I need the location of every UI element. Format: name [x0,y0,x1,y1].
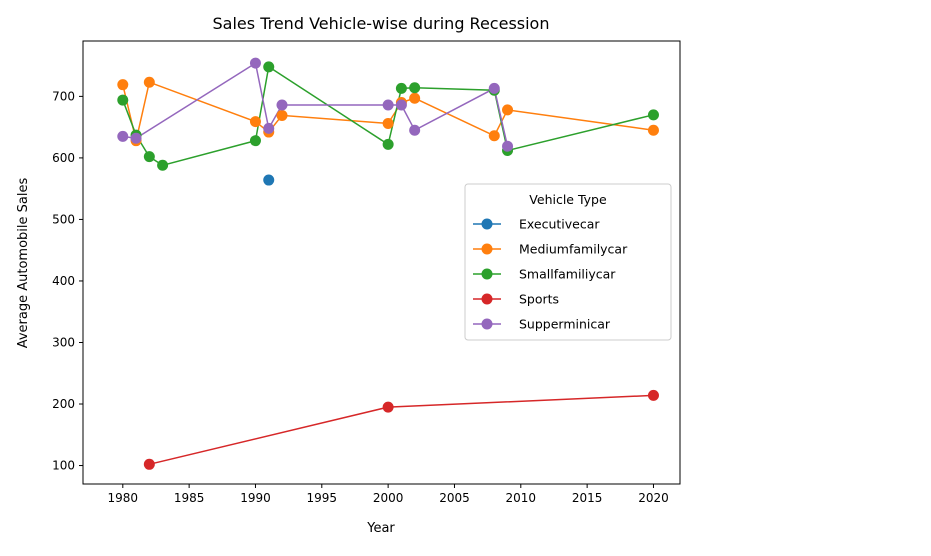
y-tick-label: 400 [52,274,75,288]
data-point-smallfamiliycar [395,82,407,94]
legend-item-executivecar: Executivecar [473,217,600,232]
legend-marker [481,318,493,330]
data-point-supperminicar [263,122,275,134]
chart-title: Sales Trend Vehicle-wise during Recessio… [213,14,550,33]
data-point-supperminicar [409,124,421,136]
data-point-supperminicar [395,99,407,111]
data-point-supperminicar [276,99,288,111]
data-point-mediumfamilycar [382,117,394,129]
legend-marker [481,293,493,305]
data-point-supperminicar [130,132,142,144]
y-tick-label: 600 [52,151,75,165]
data-point-mediumfamilycar [647,124,659,136]
legend-box [464,183,672,341]
legend-label: Smallfamiliycar [519,267,616,282]
legend-items: Executivecar Mediumfamilycar Smallfamiliyc… [473,217,628,332]
y-axis-label: Average Automobile Sales [16,178,31,349]
plot-markers [117,57,659,470]
legend-marker [481,218,493,230]
y-tick-label: 100 [52,459,75,473]
data-point-sports [143,458,155,470]
y-tick-label: 500 [52,212,75,226]
data-point-mediumfamilycar [276,109,288,121]
data-point-sports [647,389,659,401]
x-tick-label: 2005 [439,491,470,505]
data-point-smallfamiliycar [249,135,261,147]
data-point-supperminicar [249,57,261,69]
series-line-smallfamiliycar [122,65,654,167]
series-line-sports [149,394,654,466]
data-point-supperminicar [117,130,129,142]
data-point-mediumfamilycar [117,79,129,91]
y-tick-label: 200 [52,397,75,411]
data-point-smallfamiliycar [143,151,155,163]
series-line-supperminicar [122,61,509,147]
x-tick-label: 2000 [373,491,404,505]
data-point-smallfamiliycar [157,159,169,171]
data-point-mediumfamilycar [502,104,514,116]
x-tick-label: 1985 [174,491,205,505]
legend-title: Vehicle Type [529,192,607,207]
data-point-smallfamiliycar [647,109,659,121]
data-point-smallfamiliycar [409,82,421,94]
x-tick-label: 2015 [572,491,603,505]
data-point-mediumfamilycar [488,130,500,142]
series-line-mediumfamilycar [122,81,654,141]
legend-item-sports: Sports [473,292,559,307]
data-point-smallfamiliycar [382,138,394,150]
data-point-smallfamiliycar [263,61,275,73]
x-tick-label: 1990 [240,491,271,505]
legend-item-mediumfamilycar: Mediumfamilycar [473,242,628,257]
legend-label: Executivecar [519,217,600,232]
x-tick-label: 1980 [108,491,139,505]
x-tick-label: 2020 [638,491,669,505]
data-point-supperminicar [382,99,394,111]
x-axis: 1980 1985 1990 1995 2000 2005 2010 2015 2020 [108,484,669,505]
data-point-executivecar [263,174,275,186]
data-point-supperminicar [488,82,500,94]
legend-item-smallfamiliycar: Smallfamiliycar [473,267,616,282]
data-point-mediumfamilycar [409,92,421,104]
data-point-mediumfamilycar [249,116,261,128]
legend-label: Supperminicar [519,317,611,332]
legend: Vehicle Type Executivecar Mediumfamilycar… [464,183,672,341]
legend-marker [481,243,493,255]
x-axis-label: Year [366,521,395,536]
y-tick-label: 300 [52,335,75,349]
data-point-smallfamiliycar [117,94,129,106]
legend-marker [481,268,493,280]
data-point-sports [382,401,394,413]
legend-label: Mediumfamilycar [519,242,628,257]
plot-frame [82,40,681,485]
y-axis: 100 200 300 400 500 600 700 [52,89,83,473]
data-point-supperminicar [502,140,514,152]
x-tick-label: 1995 [307,491,338,505]
y-tick-label: 700 [52,89,75,103]
data-point-mediumfamilycar [143,76,155,88]
legend-item-supperminicar: Supperminicar [473,317,611,332]
legend-label: Sports [519,292,559,307]
x-tick-label: 2010 [506,491,537,505]
